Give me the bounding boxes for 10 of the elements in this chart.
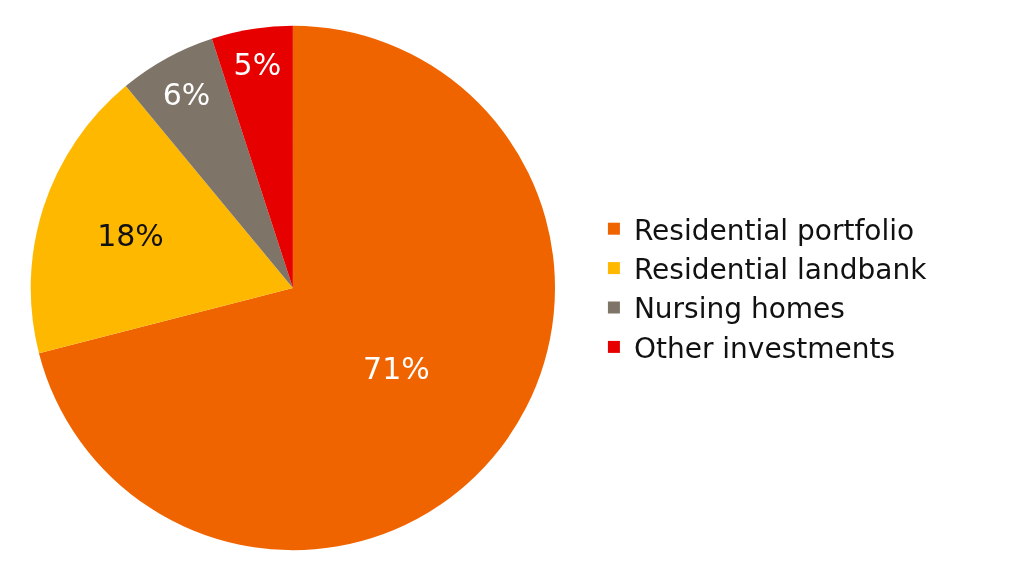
- data-label: 71%: [363, 350, 430, 386]
- legend-label: Residential portfolio: [633, 213, 915, 247]
- data-label: 5%: [233, 46, 282, 82]
- data-label: 18%: [97, 217, 164, 253]
- pie-slice: [211, 25, 293, 288]
- data-label: 6%: [162, 77, 211, 113]
- legend-label: Other investments: [633, 331, 896, 365]
- legend-label: Residential landbank: [633, 253, 928, 287]
- legend-label: Nursing homes: [633, 292, 845, 326]
- pie-slice: [38, 25, 555, 550]
